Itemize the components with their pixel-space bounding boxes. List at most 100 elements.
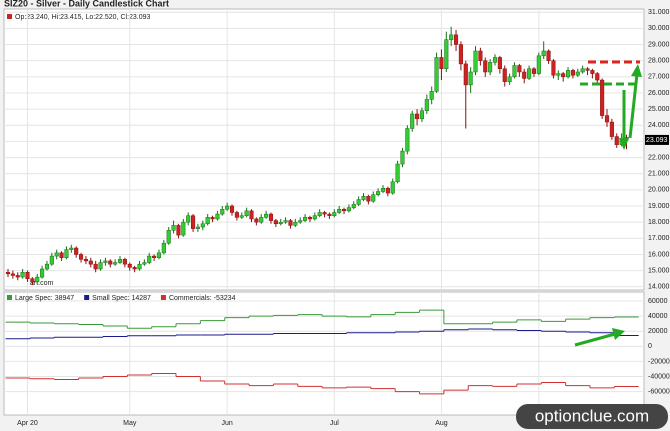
candle-body (488, 62, 493, 73)
candle-body (453, 34, 459, 45)
y-tick-label: -40000 (648, 373, 670, 380)
candle-body (604, 115, 610, 123)
candle-body (30, 278, 35, 283)
y-tick-label: 24.000 (648, 122, 670, 129)
candle-body (361, 196, 366, 200)
candle-body (59, 252, 64, 258)
y-tick-label: 0 (648, 343, 652, 350)
candle-body (512, 65, 517, 78)
candle-body (322, 212, 327, 215)
candle-body (609, 121, 614, 137)
ohlc-label: Op:23.240, Hi:23.415, Lo:22.520, Cl:23.0… (15, 14, 151, 21)
candle-body (561, 73, 566, 78)
candle-body (492, 57, 498, 63)
candle-body (527, 68, 532, 79)
x-tick-label: Aug (435, 420, 448, 427)
candle-body (497, 57, 502, 70)
candle-body (15, 275, 20, 278)
candle-body (405, 128, 410, 152)
candle-body (186, 215, 191, 223)
candle-body (434, 57, 439, 92)
candle-body (54, 252, 59, 257)
candle-body (40, 268, 45, 278)
candle-body (210, 217, 215, 220)
legend-label: Large Spec: 38947 (15, 295, 74, 302)
candle-body (259, 217, 264, 223)
candle-body (273, 220, 278, 225)
candle-body (239, 215, 244, 218)
candle-body (531, 68, 537, 74)
candle-body (137, 263, 142, 270)
y-tick-label: 60000 (648, 298, 668, 305)
candle-body (463, 63, 468, 86)
candle-body (327, 213, 332, 216)
candle-body (556, 73, 561, 76)
candle-body (181, 221, 186, 236)
y-tick-label: 30.000 (648, 25, 670, 32)
legend-label: Small Spec: 14287 (92, 295, 151, 302)
y-tick-label: 20.000 (648, 187, 670, 194)
candle-body (83, 259, 88, 262)
y-tick-label: 16.000 (648, 251, 670, 258)
candle-body (229, 205, 235, 213)
arrow-head (631, 64, 642, 77)
candle-body (312, 215, 317, 220)
candle-body (575, 71, 580, 76)
y-tick-label: 15.000 (648, 267, 670, 274)
candle-body (147, 255, 152, 263)
candle-body (429, 91, 434, 100)
candle-body (108, 260, 113, 265)
candle-body (176, 225, 181, 236)
candle-body (283, 220, 288, 223)
candle-body (191, 215, 196, 229)
arrow-head (612, 328, 625, 340)
candle-body (522, 71, 527, 79)
candle-body (122, 259, 127, 265)
candle-body (298, 220, 303, 223)
candle-body (341, 209, 347, 212)
candle-body (268, 213, 274, 221)
y-tick-label: 26.000 (648, 90, 670, 97)
candle-body (244, 210, 249, 216)
candle-body (156, 252, 162, 258)
candle-body (337, 209, 342, 213)
x-tick-label: Jul (330, 420, 339, 427)
candle-body (25, 271, 30, 279)
legend-swatch (160, 295, 166, 300)
watermark-box (516, 404, 668, 429)
candle-body (195, 226, 200, 229)
candle-body (536, 55, 541, 74)
legend-label: Commercials: -53234 (169, 295, 236, 302)
watermark-left: art.com (30, 280, 54, 287)
candle-body (249, 210, 254, 220)
candle-body (546, 50, 551, 61)
annotations (574, 60, 642, 347)
last-price-label: 23.093 (646, 137, 668, 144)
candle-body (161, 242, 166, 254)
candle-body (93, 263, 98, 270)
y-tick-label: 20000 (648, 328, 668, 335)
y-tick-label: 21.000 (648, 171, 670, 178)
candle-body (317, 212, 322, 216)
candle-body (444, 39, 449, 70)
candle-body (20, 271, 25, 278)
y-tick-label: 40000 (648, 313, 668, 320)
candle-body (79, 254, 84, 260)
candle-body (117, 259, 123, 263)
candle-body (551, 60, 556, 76)
candle-body (419, 110, 424, 120)
candle-body (254, 218, 259, 223)
candle-body (395, 163, 400, 183)
candle-body (424, 99, 429, 111)
y-tick-label: 17.000 (648, 235, 670, 242)
candle-body (507, 76, 512, 82)
candle-body (614, 136, 619, 145)
cot-arrow (574, 332, 616, 347)
candle-body (215, 213, 220, 220)
candle-body (166, 229, 171, 244)
candle-body (278, 221, 283, 225)
candle-body (570, 70, 575, 76)
plot: 14.000 15.000 16.000 17.000 18.000 19.000 20.0… (4, 9, 670, 427)
candle-body (288, 220, 293, 226)
